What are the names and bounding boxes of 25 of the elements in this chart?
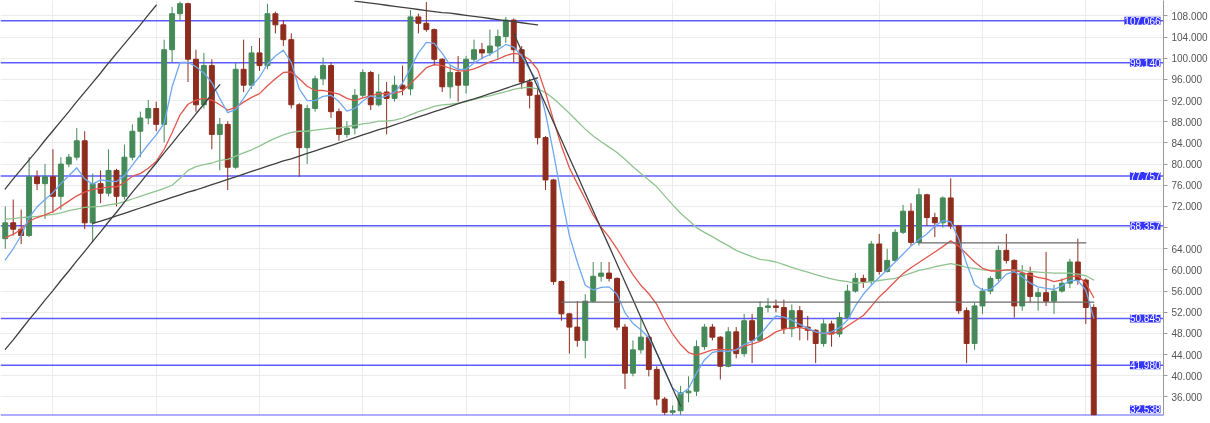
y-tick-label: 100.000 [1171, 53, 1209, 65]
y-tick-label: 52.000 [1171, 307, 1203, 319]
ref-line-label: 107.066 [1124, 15, 1161, 27]
y-tick-label: 80.000 [1171, 159, 1203, 171]
ref-line-label: 77.757 [1129, 170, 1161, 182]
y-tick-label: 76.000 [1171, 180, 1203, 192]
y-tick-label: 84.000 [1171, 137, 1203, 149]
ref-line-label: 41.980 [1129, 360, 1161, 372]
y-tick-label: 92.000 [1171, 95, 1203, 107]
y-tick-label: 60.000 [1171, 264, 1203, 276]
ref-line-label: 32.538 [1129, 404, 1161, 416]
y-tick-label: 108.000 [1171, 10, 1209, 22]
ref-line-label: 68.357 [1129, 220, 1161, 232]
y-tick-label: 64.000 [1171, 243, 1203, 255]
ref-line-label: 50.845 [1129, 313, 1161, 325]
ref-line-label: 99.140 [1129, 57, 1161, 69]
y-tick-label: 88.000 [1171, 116, 1203, 128]
y-tick-label: 104.000 [1171, 32, 1209, 44]
y-tick-label: 40.000 [1171, 370, 1203, 382]
y-tick-label: 56.000 [1171, 286, 1203, 298]
y-tick-label: 36.000 [1171, 391, 1203, 403]
y-tick-label: 72.000 [1171, 201, 1203, 213]
y-tick-label: 96.000 [1171, 74, 1203, 86]
y-tick-label: 48.000 [1171, 328, 1203, 340]
y-tick-label: 44.000 [1171, 349, 1203, 361]
